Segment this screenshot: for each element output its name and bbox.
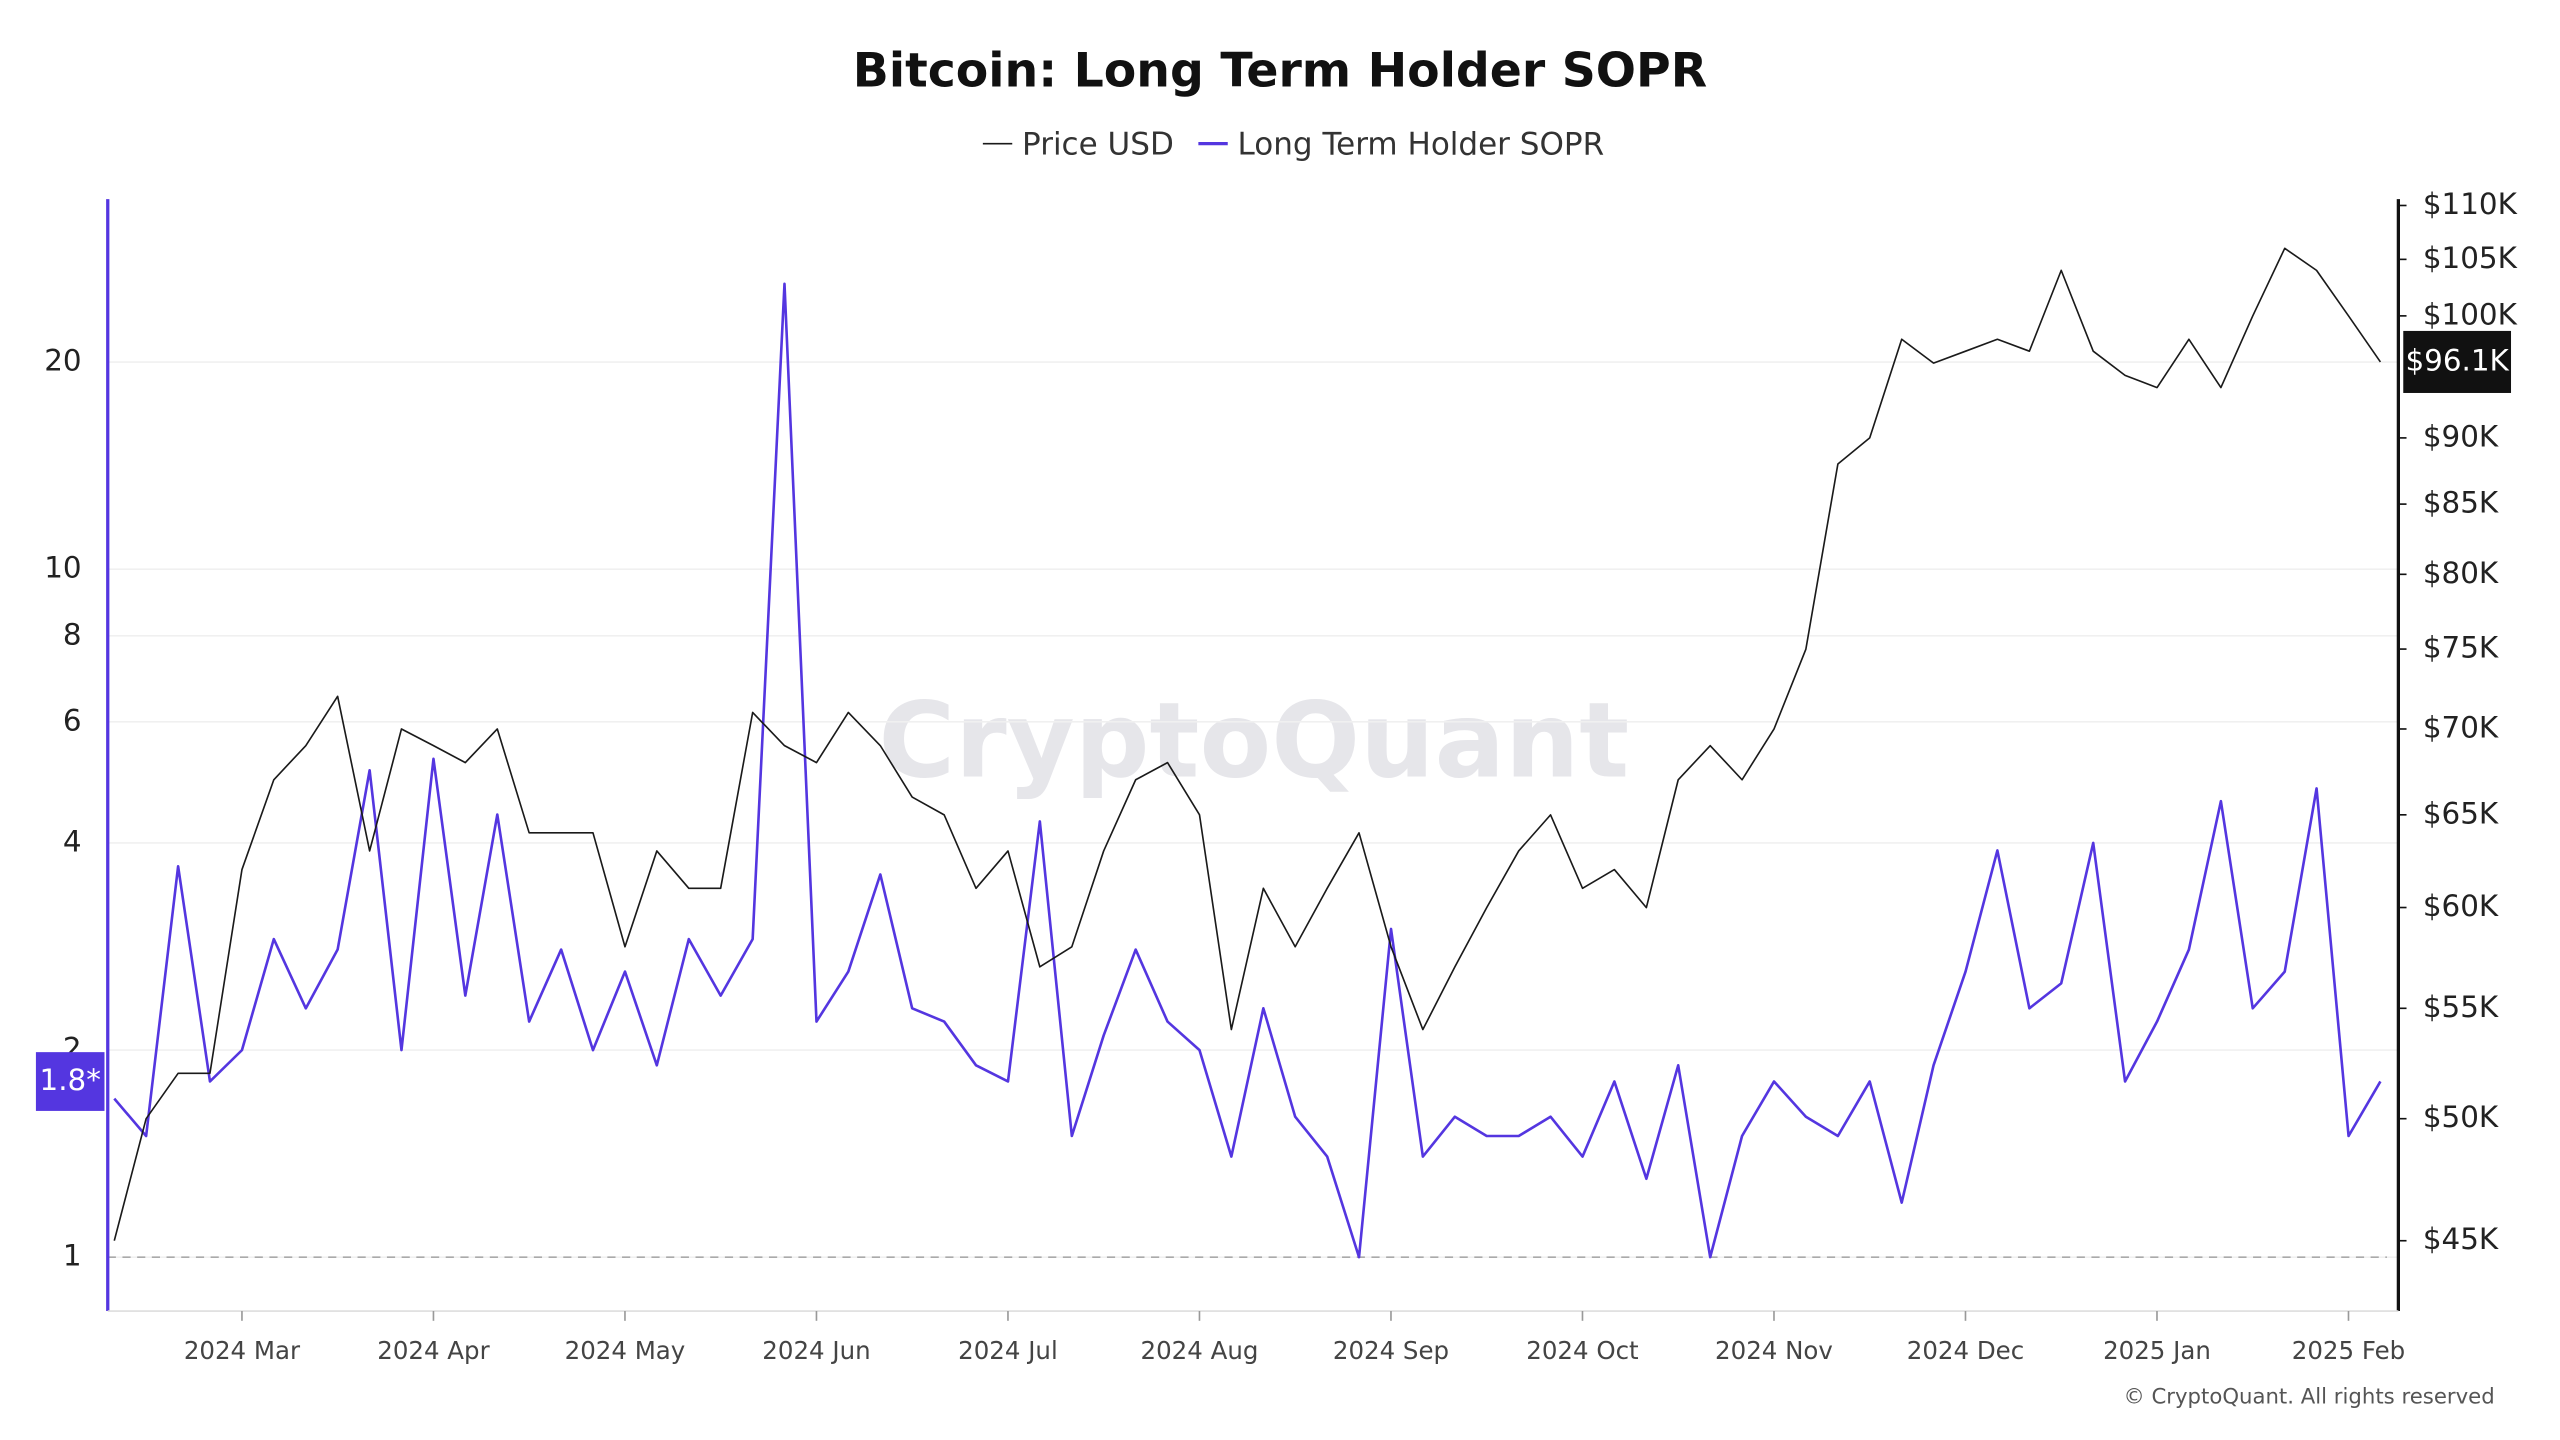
x-tick-label: 2024 Jul	[958, 1336, 1058, 1365]
y2-tick-label: $90K	[2423, 419, 2499, 453]
y-tick-label: 1	[63, 1239, 82, 1273]
watermark: CryptoQuant	[878, 680, 1629, 802]
x-tick-label: 2025 Feb	[2292, 1336, 2405, 1365]
legend-label: Price USD	[1022, 126, 1174, 162]
y2-tick-label: $75K	[2423, 631, 2499, 665]
x-tick-label: 2025 Jan	[2103, 1336, 2211, 1365]
x-tick-label: 2024 Nov	[1715, 1336, 1833, 1365]
legend-label: Long Term Holder SOPR	[1238, 126, 1605, 162]
price-marker-label: $96.1K	[2405, 343, 2509, 377]
y2-tick-label: $50K	[2423, 1100, 2499, 1134]
y-tick-label: 20	[44, 344, 81, 378]
x-tick-label: 2024 Oct	[1526, 1336, 1639, 1365]
y2-tick-label: $70K	[2423, 710, 2499, 744]
x-tick-label: 2024 May	[565, 1336, 686, 1365]
y-tick-label: 8	[63, 617, 82, 651]
y-tick-label: 4	[63, 824, 82, 858]
x-tick-label: 2024 Dec	[1907, 1336, 2024, 1365]
y2-tick-label: $55K	[2423, 990, 2499, 1024]
y2-tick-label: $100K	[2423, 297, 2518, 331]
y-tick-label: 6	[63, 703, 82, 737]
y2-tick-label: $65K	[2423, 796, 2499, 830]
x-tick-label: 2024 Mar	[184, 1336, 301, 1365]
x-tick-label: 2024 Aug	[1141, 1336, 1259, 1365]
x-tick-label: 2024 Apr	[377, 1336, 490, 1365]
series-line	[113, 247, 2382, 1241]
price-marker-box	[2403, 330, 2512, 393]
x-tick-label: 2024 Jun	[762, 1336, 870, 1365]
y2-tick-label: $110K	[2423, 187, 2518, 221]
y2-tick-label: $105K	[2423, 241, 2518, 275]
chart-title: Bitcoin: Long Term Holder SOPR	[853, 43, 1707, 98]
y2-tick-label: $45K	[2423, 1222, 2499, 1256]
series-line	[113, 282, 2382, 1259]
sopr-marker-label: 1.8*	[40, 1063, 101, 1097]
y2-tick-label: $60K	[2423, 889, 2499, 923]
x-tick-label: 2024 Sep	[1333, 1336, 1449, 1365]
y2-tick-label: $80K	[2423, 556, 2499, 590]
sopr-marker-box	[35, 1052, 105, 1111]
y2-tick-label: $85K	[2423, 486, 2499, 520]
footer: © CryptoQuant. All rights reserved	[2124, 1385, 2495, 1410]
y-tick-label: 10	[44, 551, 81, 585]
